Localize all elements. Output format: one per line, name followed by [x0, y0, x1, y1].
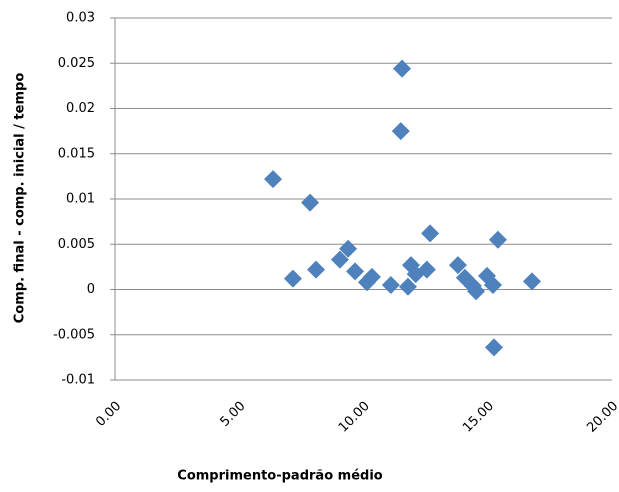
point — [417, 260, 436, 279]
point — [264, 170, 283, 189]
x-tick-label: 5.00 — [217, 399, 248, 430]
y-tick-label: 0 — [87, 282, 95, 297]
point — [381, 275, 400, 294]
x-tick-label: 15.00 — [460, 399, 497, 436]
y-tick-label: 0.02 — [66, 101, 95, 116]
point — [346, 262, 365, 281]
y-tick-label: 0.015 — [58, 146, 95, 161]
point — [330, 250, 349, 269]
y-tick-label: 0.005 — [58, 237, 95, 252]
y-tick-label: 0.01 — [66, 192, 95, 207]
point — [522, 272, 541, 291]
x-axis-title: Comprimento-padrão médio — [177, 469, 382, 484]
x-tick-label: 0.00 — [93, 399, 124, 430]
point — [283, 269, 302, 288]
y-tick-label: 0.025 — [58, 56, 95, 71]
point — [393, 59, 412, 78]
point — [339, 239, 358, 258]
point — [448, 256, 467, 275]
point — [362, 267, 381, 286]
point — [307, 260, 326, 279]
point — [391, 122, 410, 141]
point — [398, 277, 417, 296]
y-axis-title: Comp. final - comp. inicial / tempo — [13, 73, 28, 324]
point — [484, 338, 503, 357]
x-tick-label: 10.00 — [336, 399, 373, 436]
y-tick-label: 0.03 — [66, 11, 95, 26]
point — [301, 193, 320, 212]
y-tick-label: -0.01 — [61, 373, 95, 388]
point — [467, 282, 486, 301]
x-tick-label: 20.00 — [584, 399, 619, 436]
point — [421, 224, 440, 243]
point — [483, 275, 502, 294]
point — [488, 230, 507, 249]
y-tick-label: -0.005 — [53, 327, 95, 342]
